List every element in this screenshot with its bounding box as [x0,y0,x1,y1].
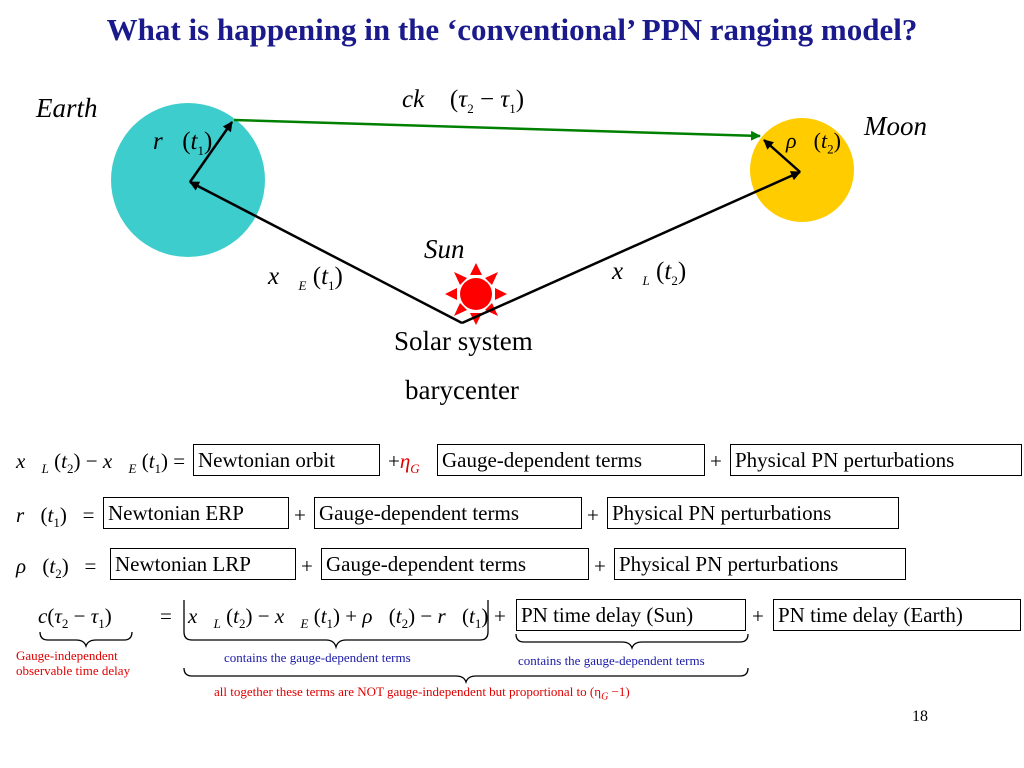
note-all-together-text: all together these terms are NOT gauge-i… [214,684,602,699]
brace-geometric [183,631,489,650]
row1-newtonian-orbit-box: Newtonian orbit [193,444,380,476]
rho-vector-label: ρ⃗(t2) [786,128,841,157]
row2-gauge-box: Gauge-dependent terms [314,497,582,529]
row1-lhs: x⃗L (t2) − x⃗E (t1) = [16,449,186,477]
moon-disc [750,118,854,222]
row3-physical-box: Physical PN perturbations [614,548,906,580]
note-all-together-sub: G [601,691,609,703]
row2-lhs: r⃗(t1) = [16,503,95,531]
row3-plus1: + [301,554,313,578]
barycenter-label-line1: Solar system [394,326,533,356]
row2-physical-box: Physical PN perturbations [607,497,899,529]
row4-geometric-sum: x⃗L (t2) − x⃗E (t1) + ρ⃗(t2) − r⃗(t1) [188,604,489,632]
note-contains-sun: contains the gauge-dependent terms [518,653,705,668]
row3-gauge-box: Gauge-dependent terms [321,548,589,580]
row3-newtonian-lrp-box: Newtonian LRP [110,548,296,580]
xE-vector-label: x⃗E (t1) [268,263,343,293]
row1-physical-box: Physical PN perturbations [730,444,1022,476]
signal-vector-label: ck⃗ (τ2 − τ1) [402,86,525,116]
xL-vector-label: x⃗L (t2) [612,258,687,288]
moon-label: Moon [864,111,927,141]
slide-title: What is happening in the ‘conventional’ … [106,12,918,47]
earth-disc [111,103,265,257]
brace-all [183,667,749,685]
vector-rho [763,139,801,173]
vector-xL [461,170,801,325]
vector-r [188,121,234,183]
barycenter-label-line2: barycenter [405,375,519,405]
row2-newtonian-erp-box: Newtonian ERP [103,497,289,529]
row1-gauge-box: Gauge-dependent terms [437,444,705,476]
note-observable-line1: Gauge-independent [16,648,118,663]
row4-plus1: + [494,604,506,628]
brace-observable [39,631,133,649]
note-all-together-end: −1) [608,684,630,699]
row1-eta-g: +ηG [388,449,420,477]
earth-label: Earth [36,93,98,123]
note-observable-line2: observable time delay [16,663,131,678]
row4-plus2: + [752,604,764,628]
row2-plus2: + [587,503,599,527]
row2-plus1: + [294,503,306,527]
vector-xE [189,180,463,325]
row4-equals: = [160,604,172,628]
row1-plus: + [710,449,722,473]
row3-plus2: + [594,554,606,578]
note-all-together: all together these terms are NOT gauge-i… [214,684,630,703]
note-contains-geometric: contains the gauge-dependent terms [224,650,411,665]
row4-lhs: c(τ2 − τ1) [38,604,112,632]
brace-sun-delay [515,633,749,651]
row3-lhs: ρ⃗(t2) = [16,554,97,582]
page-number: 18 [912,708,928,725]
sun-label: Sun [424,234,465,264]
row4-earth-delay-box: PN time delay (Earth) [773,599,1021,631]
r-vector-label: r⃗(t1) [153,128,213,158]
row4-sun-delay-box: PN time delay (Sun) [516,599,746,631]
signal-path [233,118,761,141]
